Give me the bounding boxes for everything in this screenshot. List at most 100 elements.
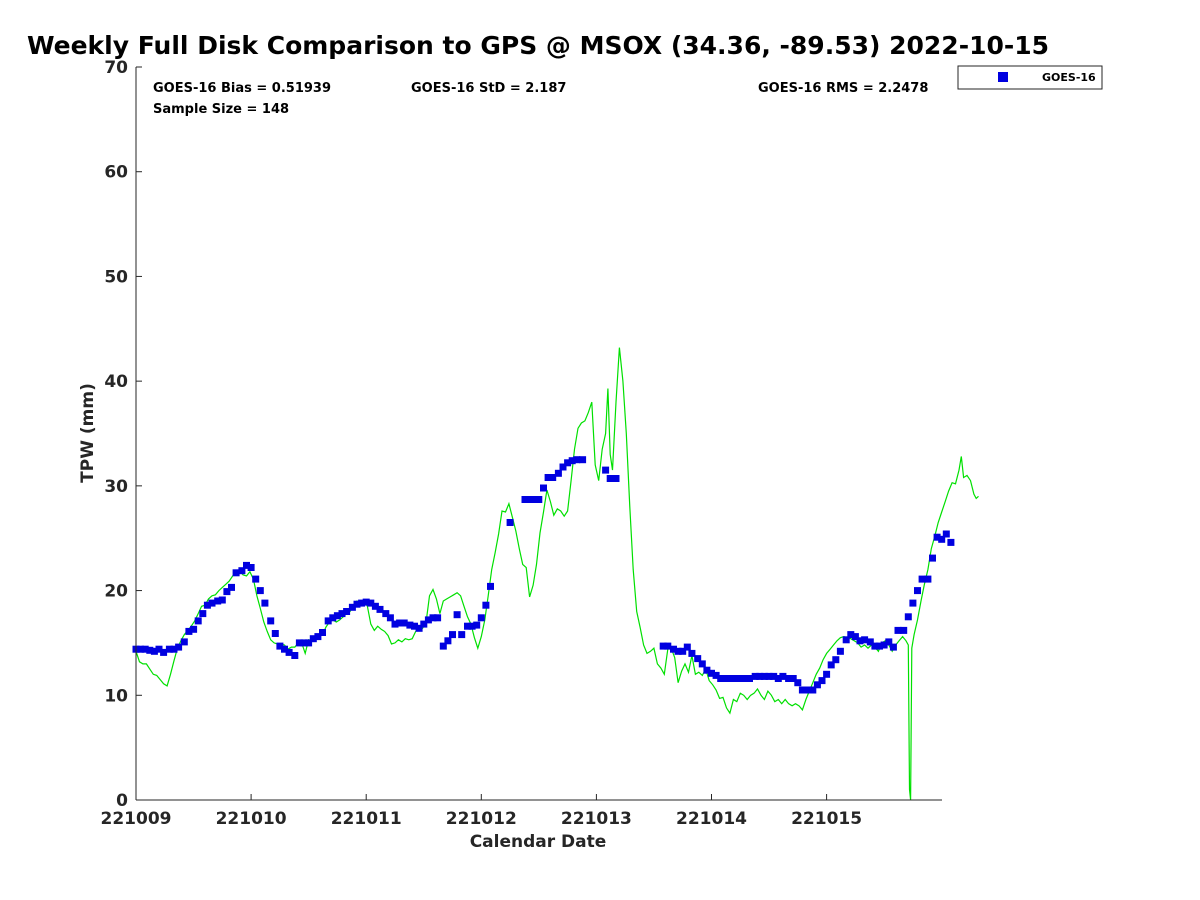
goes-16-point — [698, 660, 706, 668]
goes-16-point — [770, 672, 778, 680]
legend-entry-goes-16: GOES-16 — [1042, 71, 1096, 84]
y-tick-label: 10 — [104, 686, 128, 706]
goes-16-point — [703, 666, 711, 674]
y-axis-label: TPW (mm) — [78, 383, 98, 483]
goes-16-point — [473, 621, 481, 629]
goes-16-point — [712, 671, 720, 679]
goes-16-point — [794, 679, 802, 687]
goes-16-point — [160, 648, 168, 656]
x-tick-label: 221013 — [561, 809, 632, 829]
goes-16-point — [411, 622, 418, 630]
goes-16-point — [674, 647, 682, 655]
goes-16-point — [319, 629, 326, 636]
goes-16-point — [300, 639, 308, 647]
goes-16-point — [482, 601, 490, 609]
rms-stat: GOES-16 RMS = 2.2478 — [758, 81, 928, 96]
goes-16-point — [309, 635, 317, 643]
goes-16-point — [818, 677, 826, 685]
sample-size-stat: Sample Size = 148 — [153, 102, 289, 117]
goes-16-point — [261, 599, 269, 607]
goes-16-point — [741, 675, 749, 682]
goes-16-point — [199, 610, 207, 618]
goes-16-point — [836, 647, 844, 655]
goes-16-point — [208, 599, 216, 607]
goes-16-point — [535, 496, 543, 503]
goes-16-point — [694, 655, 702, 663]
goes-16-point — [424, 616, 432, 624]
goes-16-point — [871, 642, 879, 650]
y-tick-label: 40 — [104, 372, 128, 392]
goes-16-point — [756, 672, 764, 680]
goes-16-point — [914, 587, 921, 595]
goes-16-point — [400, 619, 408, 627]
goes-16-point — [664, 642, 672, 650]
plot-area — [136, 67, 942, 800]
y-tick-label: 0 — [116, 791, 128, 811]
goes-16-point — [295, 639, 303, 647]
goes-16-point — [727, 675, 735, 682]
goes-16-point — [736, 675, 744, 682]
goes-16-point — [809, 686, 817, 694]
goes-16-point — [449, 631, 456, 639]
goes-16-point — [579, 456, 587, 464]
y-tick-label: 60 — [104, 163, 128, 183]
goes-16-point — [137, 645, 145, 653]
goes-16-point — [900, 626, 908, 634]
x-tick-label: 221010 — [216, 809, 287, 829]
goes-16-point — [526, 496, 534, 503]
goes-16-point — [559, 463, 567, 471]
goes-16-point — [659, 642, 667, 650]
y-tick-label: 70 — [104, 58, 128, 78]
goes-16-point — [165, 645, 173, 653]
goes-16-point — [391, 620, 399, 628]
goes-16-point — [406, 621, 414, 629]
x-tick-label: 221014 — [676, 809, 747, 829]
goes-16-point — [285, 648, 293, 656]
goes-16-point — [256, 587, 264, 595]
goes-16-point — [155, 645, 163, 653]
goes-16-point — [343, 608, 351, 615]
goes-16-series — [132, 456, 955, 694]
goes-16-point — [420, 620, 428, 628]
legend: GOES-16 — [957, 65, 1103, 90]
goes-16-point — [271, 630, 279, 637]
goes-16-point — [353, 600, 361, 608]
goes-16-point — [267, 617, 275, 625]
x-tick-label: 221012 — [446, 809, 517, 829]
goes-16-point — [909, 599, 917, 607]
goes-16-point — [842, 636, 850, 644]
goes-16-point — [942, 530, 950, 538]
goes-16-point — [333, 612, 341, 620]
legend-box — [957, 65, 1103, 90]
y-tick-label: 30 — [104, 477, 128, 497]
goes-16-point — [506, 519, 514, 526]
std-stat: GOES-16 StD = 2.187 — [411, 81, 566, 96]
goes-16-point — [150, 647, 158, 655]
goes-16-point — [554, 469, 562, 477]
x-axis-ticks: 221009 221010 221011 221012 221013 221014 2210… — [101, 794, 862, 829]
goes-16-point — [252, 575, 260, 583]
goes-16-point — [765, 672, 773, 680]
goes-16-point — [386, 614, 394, 622]
goes-16-point — [487, 582, 494, 590]
goes-16-point — [376, 605, 384, 613]
goes-16-point — [185, 627, 193, 635]
goes-16-point — [439, 642, 447, 650]
goes-16-point — [362, 598, 370, 606]
goes-16-point — [847, 631, 855, 639]
goes-16-point — [305, 639, 313, 647]
goes-16-point — [453, 611, 461, 619]
goes-16-point — [933, 533, 941, 541]
chart-title: Weekly Full Disk Comparison to GPS @ MSO… — [27, 31, 1049, 60]
goes-16-point — [851, 633, 859, 641]
goes-16-point — [798, 686, 806, 694]
goes-16-point — [904, 613, 912, 621]
goes-16-point — [444, 637, 452, 645]
goes-16-point — [683, 643, 691, 651]
goes-16-point — [415, 624, 423, 632]
goes-16-point — [382, 610, 390, 618]
goes-16-point — [218, 596, 226, 604]
goes-16-point — [885, 638, 893, 646]
goes-16-point — [170, 645, 178, 653]
